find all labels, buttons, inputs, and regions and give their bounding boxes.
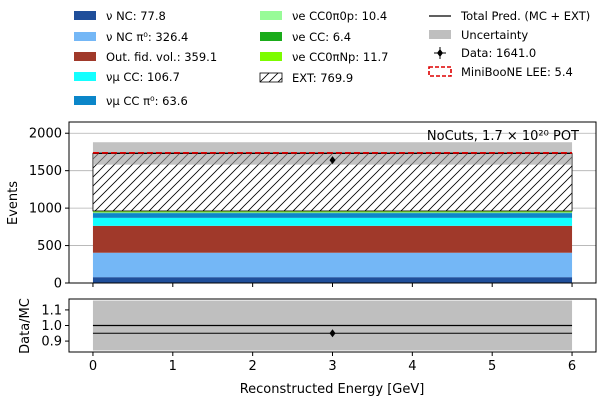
- legend-label: νe CC0πNp: 11.7: [292, 50, 389, 64]
- legend-swatch: [74, 11, 96, 20]
- ratio-y-tick-label: 0.9: [41, 335, 62, 350]
- legend-label: EXT: 769.9: [292, 71, 353, 85]
- x-tick-label: 3: [328, 359, 336, 374]
- legend-swatch: [260, 32, 282, 41]
- legend-item-uncertainty: Uncertainty: [429, 28, 528, 42]
- legend-marker: [437, 49, 443, 57]
- legend-item-e-cc0-0p-10-4: νe CC0π0p: 10.4: [260, 9, 387, 23]
- main-overlays: [92, 142, 573, 165]
- legend-swatch: [259, 72, 283, 83]
- ratio-y-ticks: 0.91.01.1: [41, 303, 69, 350]
- y-tick-label: 1500: [29, 164, 62, 179]
- legend-swatch: [74, 96, 96, 105]
- legend-label: νμ CC: 106.7: [106, 70, 180, 84]
- legend-label: Data: 1641.0: [461, 46, 536, 60]
- legend-label: ν NC: 77.8: [106, 9, 166, 23]
- x-tick-label: 2: [249, 359, 257, 374]
- legend-swatch: [429, 30, 451, 39]
- legend-label: MiniBooNE LEE: 5.4: [461, 65, 573, 79]
- legend-item-nc-326-4: ν NC π⁰: 326.4: [74, 30, 188, 44]
- legend-swatch: [74, 52, 96, 61]
- legend-label: νe CC: 6.4: [292, 30, 351, 44]
- legend-label: ν NC π⁰: 326.4: [106, 30, 188, 44]
- main-x-ticks: [92, 283, 573, 287]
- legend-swatch: [260, 11, 282, 20]
- y-tick-label: 0: [54, 277, 62, 292]
- y-tick-label: 1000: [29, 202, 62, 217]
- legend-swatch: [260, 52, 282, 61]
- y-tick-label: 2000: [29, 127, 62, 142]
- x-axis-label: Reconstructed Energy [GeV]: [240, 382, 425, 397]
- x-tick-label: 6: [568, 359, 576, 374]
- legend-swatch: [74, 72, 96, 81]
- ratio-content: [92, 300, 573, 351]
- legend-item-e-cc-6-4: νe CC: 6.4: [260, 30, 351, 44]
- legend-item-miniboone-lee-5-4: MiniBooNE LEE: 5.4: [428, 65, 573, 79]
- legend-item-cc-106-7: νμ CC: 106.7: [74, 70, 180, 84]
- ratio-y-tick-label: 1.0: [41, 319, 62, 334]
- pot-annotation: NoCuts, 1.7 × 10²⁰ POT: [427, 129, 579, 144]
- legend-swatch: [74, 32, 96, 41]
- legend-label: Uncertainty: [461, 28, 528, 42]
- legend-item-ext-769-9: EXT: 769.9: [259, 71, 353, 85]
- ratio-data-point: [329, 329, 336, 338]
- legend-item-nc-77-8: ν NC: 77.8: [74, 9, 166, 23]
- ratio-y-tick-label: 1.1: [41, 303, 62, 318]
- legend-item-e-cc0-np-11-7: νe CC0πNp: 11.7: [260, 50, 389, 64]
- bar-cc: [92, 213, 573, 218]
- bar-out-fid-vol: [92, 225, 573, 253]
- main-y-ticks: 0 500 1000 1500 2000: [29, 127, 69, 292]
- legend-label: νμ CC π⁰: 63.6: [106, 94, 188, 108]
- bar-nc: [92, 252, 573, 278]
- ratio-panel: 0.91.01.1 0 1 2 3 4 5 6 Data/MC Reconstructed …: [18, 298, 597, 397]
- main-y-axis-label: Events: [6, 181, 21, 225]
- bar-e-cc0-0p: [92, 212, 573, 214]
- ratio-y-axis-label: Data/MC: [18, 298, 33, 354]
- x-tick-label: 0: [89, 359, 97, 374]
- legend-label: Out. fid. vol.: 359.1: [106, 50, 217, 64]
- ratio-x-ticks: 0 1 2 3 4 5 6: [89, 352, 576, 374]
- x-tick-label: 5: [488, 359, 496, 374]
- legend-label: νe CC0π0p: 10.4: [292, 9, 387, 23]
- legend-item-cc-63-6: νμ CC π⁰: 63.6: [74, 94, 188, 108]
- legend-item-out-fid-vol-359-1: Out. fid. vol.: 359.1: [74, 50, 217, 64]
- x-tick-label: 1: [169, 359, 177, 374]
- legend-label: Total Pred. (MC + EXT): [460, 9, 590, 23]
- stacked-bars: [92, 152, 573, 283]
- legend-item-data-1641-0: Data: 1641.0: [434, 46, 536, 60]
- data-point: [329, 156, 336, 165]
- bar-nc: [92, 277, 573, 283]
- legend-item-total-pred-mc-ext: Total Pred. (MC + EXT): [429, 9, 590, 23]
- legend: ν NC: 77.8 ν NC π⁰: 326.4 Out. fid. vol.: …: [74, 9, 590, 108]
- legend-swatch: [428, 66, 452, 77]
- x-tick-label: 4: [408, 359, 416, 374]
- y-tick-label: 500: [37, 239, 62, 254]
- bar-e-cc0-np: [92, 210, 573, 212]
- bar-cc: [92, 217, 573, 226]
